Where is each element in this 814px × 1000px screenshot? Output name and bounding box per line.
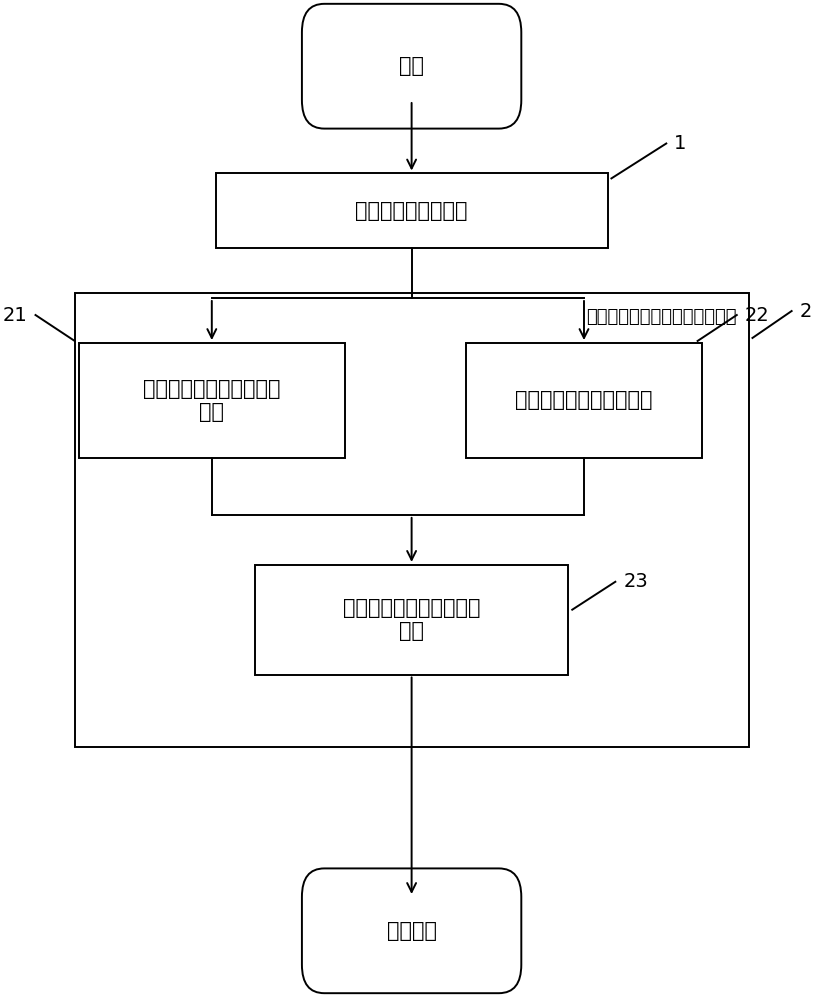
Bar (255, 565, 568, 675)
Bar (466, 343, 702, 458)
Text: 21: 21 (3, 306, 28, 325)
Bar (75, 293, 749, 747)
Text: 流程结束: 流程结束 (387, 921, 436, 941)
Text: 23: 23 (624, 572, 648, 591)
Text: 1: 1 (674, 134, 686, 153)
Text: 飞行员生理参数测定模块: 飞行员生理参数测定模块 (515, 390, 653, 410)
Text: 飞行员脑力负荷等级判定
模块: 飞行员脑力负荷等级判定 模块 (343, 598, 480, 641)
Text: 2: 2 (799, 302, 812, 321)
Bar (79, 343, 345, 458)
Text: 22: 22 (745, 306, 769, 325)
Text: 飞行员作业绩效指标测定
模块: 飞行员作业绩效指标测定 模块 (143, 379, 281, 422)
Text: 飞行特情设置子系统: 飞行特情设置子系统 (356, 201, 468, 221)
Text: 飞行员脑力负荷水平测定子系统: 飞行员脑力负荷水平测定子系统 (586, 308, 737, 326)
Text: 开始: 开始 (399, 56, 424, 76)
FancyBboxPatch shape (302, 868, 521, 993)
Bar (216, 173, 607, 248)
FancyBboxPatch shape (302, 4, 521, 129)
